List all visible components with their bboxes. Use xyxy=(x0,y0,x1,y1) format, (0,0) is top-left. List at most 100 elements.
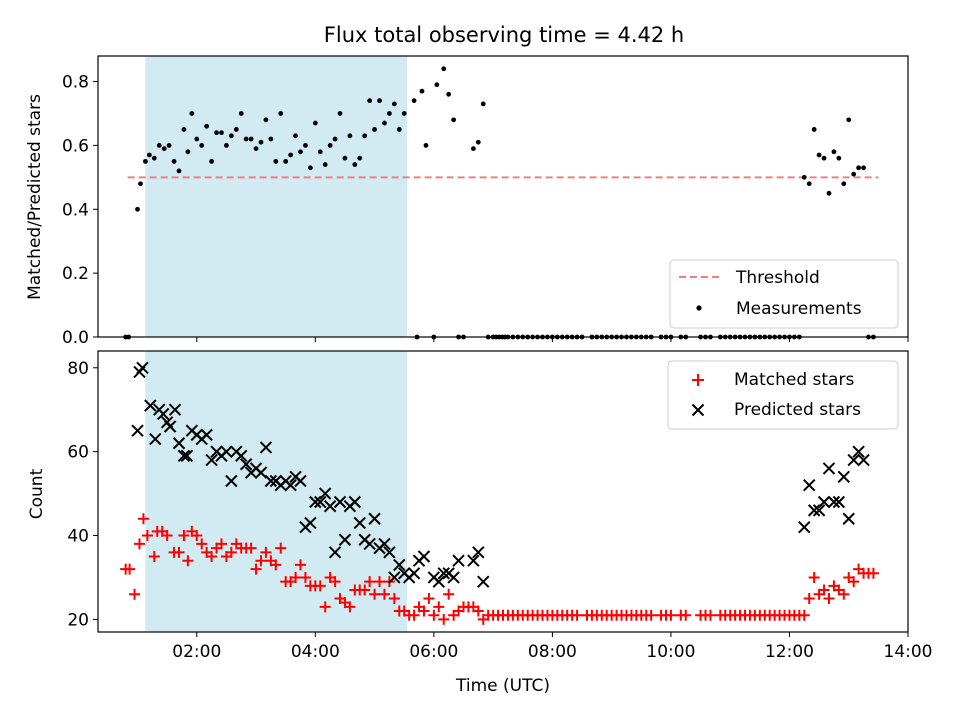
measurement-point xyxy=(185,149,191,155)
predicted-stars-point xyxy=(817,495,831,509)
bottom-axes-frame xyxy=(97,350,909,633)
measurement-point xyxy=(367,98,373,104)
matched-stars-point xyxy=(428,609,440,621)
matched-stars-point xyxy=(344,601,356,613)
matched-stars-point xyxy=(173,546,185,558)
measurement-point xyxy=(151,155,157,161)
x-tick-label: 02:00 xyxy=(172,642,221,662)
matched-stars-point xyxy=(823,592,835,604)
predicted-stars-point xyxy=(264,474,278,488)
measurement-point xyxy=(836,155,842,161)
legend-predicted-label: Predicted stars xyxy=(734,400,861,420)
bottom-shaded-span xyxy=(145,351,408,632)
predicted-stars-point xyxy=(314,495,327,509)
measurement-point xyxy=(342,155,348,161)
measurement-point xyxy=(204,123,210,129)
matched-stars-point xyxy=(260,546,272,558)
matched-stars-point xyxy=(818,584,830,596)
measurement-point xyxy=(135,206,140,212)
predicted-stars-point xyxy=(393,558,406,572)
matched-stars-point xyxy=(369,588,381,600)
predicted-stars-point xyxy=(131,424,144,437)
measurement-point xyxy=(401,111,407,116)
predicted-stars-point xyxy=(467,554,480,567)
predicted-stars-point xyxy=(172,437,186,450)
predicted-stars-point xyxy=(447,571,460,584)
matched-stars-point xyxy=(129,588,141,600)
matched-stars-point xyxy=(215,538,227,550)
predicted-stars-point xyxy=(827,495,841,509)
measurement-point xyxy=(382,120,387,126)
measurement-point xyxy=(419,88,425,94)
measurement-point xyxy=(214,130,219,136)
y-tick-label: 0.4 xyxy=(62,200,89,220)
matched-stars-point xyxy=(137,513,149,525)
matched-stars-point xyxy=(374,576,386,588)
measurement-point xyxy=(362,133,368,139)
predicted-stars-point xyxy=(368,512,381,525)
matched-stars-point xyxy=(798,609,810,621)
matched-stars-point xyxy=(319,601,331,613)
predicted-stars-point xyxy=(432,575,446,588)
measurement-point xyxy=(176,168,182,174)
predicted-stars-point xyxy=(309,495,322,509)
matched-stars-point xyxy=(225,546,237,558)
legend-measurements-swatch xyxy=(696,305,702,311)
predicted-stars-point xyxy=(348,495,362,509)
predicted-stars-point xyxy=(168,403,182,416)
measurement-point xyxy=(391,101,397,107)
measurement-point xyxy=(327,143,333,148)
predicted-stars-point xyxy=(333,495,347,509)
matched-stars-point xyxy=(378,588,390,600)
predicted-stars-point xyxy=(822,462,836,475)
predicted-stars-point xyxy=(803,479,816,492)
predicted-stars-point xyxy=(177,449,191,463)
measurement-point xyxy=(209,158,214,164)
predicted-stars-point xyxy=(472,546,485,559)
bottom-legend: Matched stars Predicted stars xyxy=(667,360,899,430)
predicted-stars-point xyxy=(837,470,851,484)
predicted-stars-point xyxy=(798,520,811,534)
predicted-stars-point xyxy=(304,516,317,530)
measurement-point xyxy=(146,152,152,158)
measurement-point xyxy=(156,143,162,148)
measurement-point xyxy=(846,117,852,123)
matched-stars-point xyxy=(141,530,153,542)
measurement-point xyxy=(263,117,269,123)
y-tick-label: 0.0 xyxy=(62,328,89,348)
measurement-point xyxy=(181,127,187,132)
top-panel: Flux total observing time = 4.42 h 0.0 0.… xyxy=(25,23,909,348)
measurement-point xyxy=(851,171,857,177)
measurement-point xyxy=(278,111,284,116)
predicted-stars-point xyxy=(847,453,860,467)
predicted-stars-point xyxy=(363,537,376,551)
legend-measurements-label: Measurements xyxy=(736,299,862,319)
matched-stars-point xyxy=(571,609,583,621)
measurement-point xyxy=(312,120,318,126)
matched-stars-point xyxy=(704,609,716,621)
measurement-point xyxy=(446,91,452,97)
legend-threshold-label: Threshold xyxy=(735,268,820,288)
matched-stars-point xyxy=(295,559,306,571)
measurement-point xyxy=(411,98,417,104)
x-tick-label: 06:00 xyxy=(409,642,458,662)
measurement-point xyxy=(189,111,195,116)
predicted-stars-point xyxy=(294,474,307,488)
measurement-point xyxy=(233,127,239,132)
predicted-stars-point xyxy=(812,504,826,517)
measurement-point xyxy=(143,158,148,164)
measurement-point xyxy=(224,143,229,148)
measurement-point xyxy=(806,181,812,187)
measurement-point xyxy=(434,82,440,88)
predicted-stars-point xyxy=(452,554,465,567)
measurement-point xyxy=(317,149,323,155)
top-y-axis-label: Matched/Predicted stars xyxy=(25,94,45,300)
predicted-stars-point xyxy=(144,399,157,412)
predicted-stars-point xyxy=(163,420,177,433)
measurement-point xyxy=(161,146,167,152)
measurement-point xyxy=(821,155,827,161)
predicted-stars-point xyxy=(328,546,342,559)
legend-matched-label: Matched stars xyxy=(734,370,854,390)
matched-stars-point xyxy=(270,559,282,571)
measurement-point xyxy=(268,136,274,142)
